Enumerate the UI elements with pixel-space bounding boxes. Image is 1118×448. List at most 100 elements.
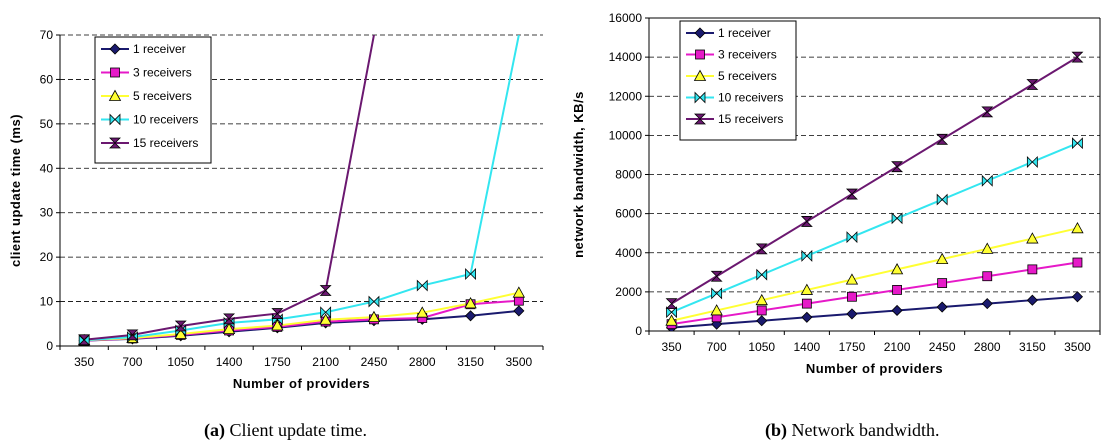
data-point [800,283,814,295]
legend-label: 15 receivers [718,112,783,126]
y-tick-label: 6000 [615,207,642,221]
x-tick-label: 1750 [839,340,866,354]
x-tick-label: 1050 [748,340,775,354]
x-tick-label: 700 [122,355,142,369]
data-point [756,305,767,316]
data-point [464,310,477,322]
legend-label: 15 receivers [133,136,198,150]
legend-marker [110,67,120,78]
data-point [1026,156,1038,168]
caption-b-tag: (b) [765,420,787,440]
data-point [755,243,768,255]
data-point [174,320,187,332]
data-point [319,285,332,296]
legend-marker [109,137,121,149]
y-tick-label: 14000 [609,50,643,64]
y-tick-label: 12000 [609,89,643,103]
caption-a: (a) Client update time. [204,420,367,441]
data-point [935,252,949,265]
data-point [368,295,380,308]
x-tick-label: 350 [74,355,94,369]
series-line-1 [671,295,1078,329]
chart-network-bandwidth: 0 2000 4000 6000 8000 10000 12000 14000 16000 350… [571,11,1101,376]
data-point [845,188,858,200]
data-point [800,216,813,227]
x-tick-label: 2450 [361,355,388,369]
legend-label: 5 receivers [718,69,777,83]
caption-a-text: Client update time. [229,420,367,440]
data-point [126,329,139,341]
data-point [891,304,903,317]
data-point [1026,232,1039,244]
data-point [465,268,476,280]
x-axis-title: Number of providers [806,361,943,376]
data-point [710,304,723,316]
data-point [271,319,284,331]
data-point [271,308,284,319]
y-tick-label: 30 [40,206,54,220]
data-point [846,308,858,320]
caption-b-text: Network bandwidth. [791,420,940,440]
data-point [890,263,904,275]
x-tick-label: 2450 [929,340,956,354]
y-tick-label: 16000 [609,11,643,25]
x-tick-label: 1050 [167,355,194,369]
data-point [711,287,723,300]
legend-label: 3 receivers [133,66,192,80]
data-point [1026,79,1039,90]
data-point [982,271,993,282]
y-tick-label: 50 [40,117,54,131]
data-point [1072,257,1083,268]
legend-marker [109,43,121,55]
x-tick-label: 1750 [264,355,291,369]
legend-marker [108,89,122,101]
legend-label: 5 receivers [133,89,192,103]
data-point [416,279,428,292]
caption-a-tag: (a) [204,420,225,440]
y-axis-title: client update time (ms) [8,114,23,267]
x-tick-label: 2100 [312,355,339,369]
data-point [319,313,332,325]
data-point [78,334,91,346]
data-point [320,306,332,319]
data-point [512,286,526,298]
data-point [937,278,948,288]
x-tick-label: 1400 [793,340,820,354]
data-point [845,273,859,285]
data-point [710,270,723,282]
x-axis-title: Number of providers [233,376,370,391]
chart-client-update-time: 0 10 20 30 40 50 60 70 350 700 1050 1400 1750 2100 245… [8,28,544,391]
y-tick-label: 40 [40,161,54,175]
y-tick-label: 8000 [615,168,642,182]
data-point [981,242,994,254]
x-tick-label: 2800 [409,355,436,369]
legend-label: 1 receiver [718,26,771,40]
y-tick-label: 10000 [609,128,643,142]
legend-marker [694,113,706,125]
data-point [801,311,813,323]
x-tick-label: 350 [662,340,682,354]
legend-label: 1 receiver [133,42,186,56]
data-point [981,174,993,187]
data-point [1027,264,1038,275]
x-tick-label: 3500 [505,355,532,369]
legend-marker [695,49,705,60]
x-tick-label: 2100 [884,340,911,354]
data-point [1026,294,1038,306]
y-tick-label: 4000 [615,246,642,260]
legend-label: 10 receivers [133,113,198,127]
y-tick-label: 60 [40,72,54,86]
data-point [981,298,993,310]
data-point [936,133,949,145]
y-tick-label: 70 [40,28,54,42]
data-point [936,301,948,313]
data-point [981,106,994,118]
data-point [666,306,677,319]
y-tick-label: 20 [40,250,54,264]
series-line-3 [84,291,520,342]
series-line-3 [671,227,1078,322]
caption-b: (b) Network bandwidth. [765,420,939,441]
data-point [756,315,768,327]
data-point [891,212,903,225]
data-point [223,313,236,325]
